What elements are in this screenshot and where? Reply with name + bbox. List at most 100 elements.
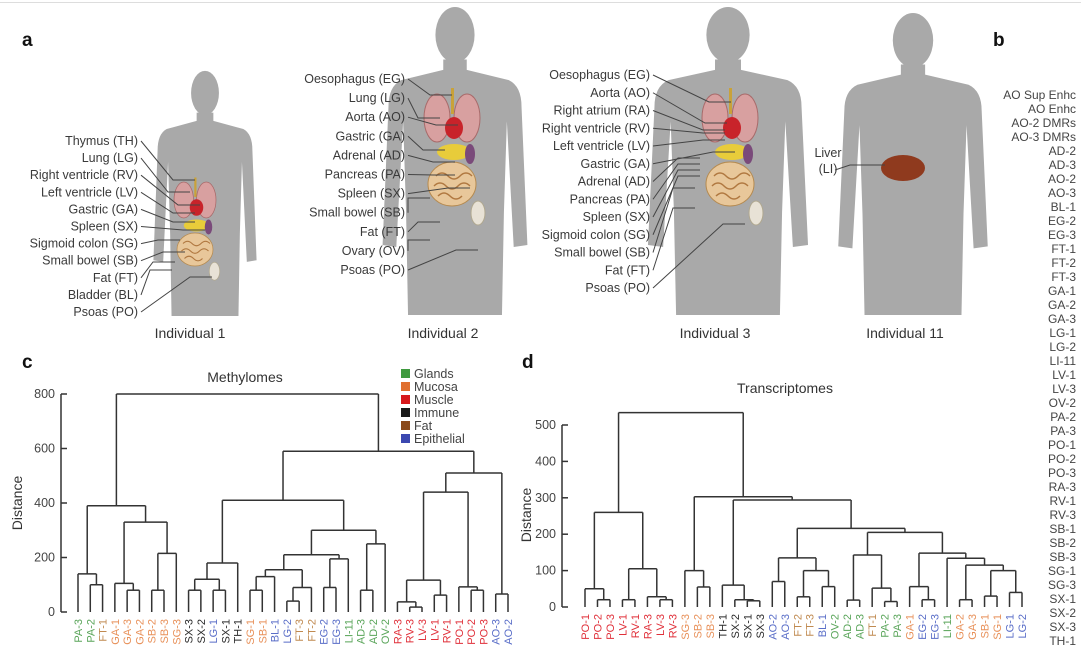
- leaf-label: LV-3: [655, 614, 667, 636]
- organ-label: Right atrium (RA): [553, 104, 650, 118]
- sample-list-item: SB-3: [1049, 550, 1076, 564]
- sample-list-item: OV-2: [1049, 396, 1077, 410]
- organ-label: Fat (FT): [605, 263, 650, 277]
- head-shape: [892, 13, 934, 68]
- leader-line: [407, 174, 455, 176]
- leader-line: [407, 221, 440, 233]
- organ-label: Spleen (SX): [583, 210, 650, 224]
- sample-list-item: LG-1: [1049, 326, 1076, 340]
- organ-label: Bladder (BL): [68, 288, 138, 302]
- leader-line: [652, 169, 700, 218]
- leader-line: [140, 208, 195, 223]
- leaf-label: SG-1: [245, 619, 257, 645]
- organ-illustration: [423, 88, 486, 226]
- leaf-label: AD-3: [356, 619, 368, 644]
- leader-line: [140, 251, 185, 262]
- organ-label: Small bowel (SB): [554, 246, 650, 260]
- sample-list-item: RV-1: [1050, 494, 1077, 508]
- leaf-label: BL-1: [270, 619, 282, 642]
- oesophagus-icon: [729, 88, 732, 114]
- organ-label: Adrenal (AD): [333, 148, 405, 162]
- sample-list-item: LV-1: [1052, 368, 1076, 382]
- bowel-folds-icon: [711, 172, 751, 200]
- heart-icon: [723, 117, 741, 139]
- organ-label: Right ventricle (RV): [30, 168, 138, 182]
- y-tick-label: 400: [34, 496, 55, 510]
- spleen-icon: [465, 144, 475, 164]
- bowel-folds-icon: [433, 172, 473, 200]
- lung-left-icon: [701, 93, 729, 143]
- leaf-label: GA-2: [134, 619, 146, 645]
- leaf-label: LG-1: [208, 619, 220, 643]
- leaf-label: PO-2: [592, 614, 604, 640]
- leaf-label: EG-3: [331, 619, 343, 645]
- leader-line: [652, 157, 700, 182]
- lung-left-icon: [173, 181, 194, 219]
- organ-label: Sigmoid colon (SG): [542, 228, 650, 242]
- sample-list-item: AO-2: [1048, 172, 1076, 186]
- sample-list-item: AD-3: [1049, 158, 1077, 172]
- leaf-label: AD-2: [842, 614, 854, 639]
- chart-title: Transcriptomes: [737, 380, 833, 396]
- leaf-label: SB-3: [159, 619, 171, 643]
- leaf-label: FT-3: [294, 619, 306, 642]
- organ-label: Gastric (GA): [336, 129, 405, 143]
- leader-line: [140, 239, 180, 245]
- organ-label: Oesophagus (EG): [304, 72, 405, 86]
- sample-list-item: SX-3: [1049, 620, 1076, 634]
- y-axis-label: Distance: [518, 488, 534, 543]
- heart-icon: [189, 199, 204, 216]
- leader-line: [140, 261, 175, 279]
- individual-caption: Individual 3: [680, 325, 751, 341]
- sample-list-item: AO Sup Enhc: [1003, 88, 1076, 102]
- leader-line: [652, 223, 745, 289]
- sample-list-item: AO-3: [1048, 186, 1076, 200]
- organ-label: Lung (LG): [82, 151, 138, 165]
- leaf-label: SX-3: [184, 619, 196, 643]
- sample-list-item: AO-3 DMRs: [1011, 130, 1076, 144]
- sample-list-item: SB-2: [1049, 536, 1076, 550]
- leaf-label: GA-2: [955, 614, 967, 640]
- leaf-label: SB-3: [705, 614, 717, 638]
- individual-caption: Individual 2: [408, 325, 479, 341]
- leaf-label: RV-1: [442, 619, 454, 643]
- leaf-label: AD-3: [855, 614, 867, 639]
- oesophagus-icon: [194, 177, 197, 197]
- leader-line: [652, 127, 725, 134]
- leaf-label: PO-3: [605, 614, 617, 640]
- legend-label: Epithelial: [414, 432, 465, 446]
- organ-label: Left ventricle (LV): [553, 139, 650, 153]
- leaf-label: LG-1: [1005, 614, 1017, 638]
- sample-list-item: BL-1: [1051, 200, 1077, 214]
- legend-swatch: [401, 408, 410, 417]
- leaf-label: SG-3: [171, 619, 183, 645]
- leader-line: [140, 276, 212, 313]
- leader-line: [652, 151, 735, 165]
- leader-line: [652, 207, 695, 271]
- leaf-label: SB-1: [257, 619, 269, 643]
- leader-line: [652, 92, 727, 124]
- individual-caption: Individual 11: [866, 325, 944, 341]
- leaf-label: FT-1: [98, 619, 110, 642]
- body-shape: [838, 64, 988, 316]
- oesophagus-icon: [451, 88, 454, 114]
- leaf-label: EG-2: [917, 614, 929, 640]
- sample-list-item: PA-3: [1050, 424, 1076, 438]
- organ-label: Right ventricle (RV): [542, 121, 650, 135]
- organ-label: Small bowel (SB): [42, 254, 138, 268]
- organ-label: Fat (FT): [360, 225, 405, 239]
- y-tick-label: 0: [549, 600, 556, 614]
- liver-icon: [881, 155, 925, 181]
- top-border: [0, 2, 1081, 3]
- leaf-label: AO-2: [503, 619, 515, 645]
- legend-label: Immune: [414, 406, 459, 420]
- leaf-label: TH-1: [717, 614, 729, 638]
- leaf-label: SX-2: [196, 619, 208, 643]
- leaf-label: LG-2: [1017, 614, 1029, 638]
- sample-list-item: AO-2 DMRs: [1011, 116, 1076, 130]
- leaf-label: PA-2: [880, 614, 892, 638]
- spleen-icon: [743, 144, 753, 164]
- leaf-label: SB-2: [147, 619, 159, 643]
